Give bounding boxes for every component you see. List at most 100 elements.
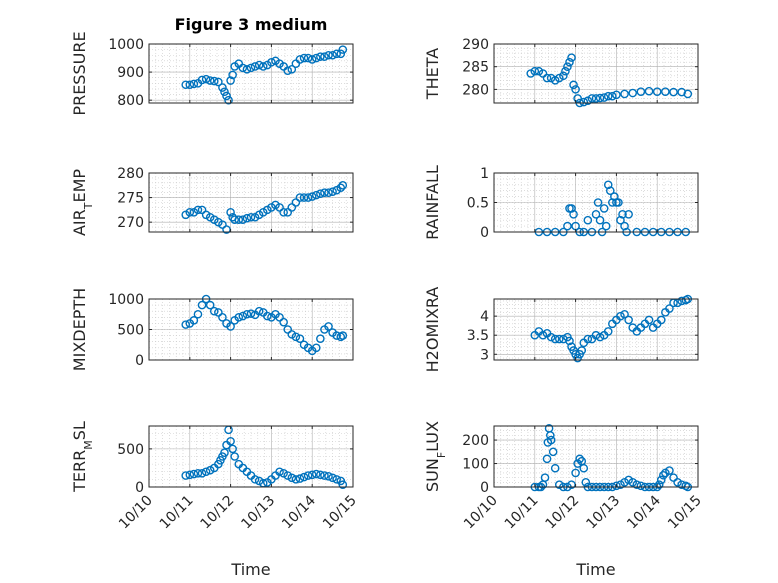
y-tick-label: 1 bbox=[480, 166, 489, 182]
data-point bbox=[581, 478, 591, 487]
axes-box bbox=[148, 43, 354, 104]
data-point bbox=[201, 74, 211, 84]
data-point bbox=[324, 322, 333, 331]
data-point bbox=[550, 334, 560, 344]
data-point bbox=[258, 62, 268, 71]
data-point bbox=[226, 322, 235, 331]
data-point bbox=[316, 334, 325, 343]
data-point bbox=[250, 475, 260, 484]
data-point bbox=[238, 63, 248, 73]
data-point bbox=[320, 188, 329, 197]
data-point bbox=[316, 470, 325, 480]
data-point bbox=[185, 208, 195, 217]
data-point bbox=[246, 309, 256, 318]
axes-box bbox=[493, 43, 699, 104]
subplot-h2omixra: 3 3.5 4 H2OMIXRA bbox=[423, 287, 699, 372]
data-point bbox=[618, 209, 627, 219]
data-point bbox=[279, 317, 288, 327]
data-point bbox=[316, 52, 325, 61]
data-point bbox=[616, 311, 625, 321]
y-tick-label: 285 bbox=[462, 60, 489, 76]
data-point bbox=[218, 83, 227, 92]
y-axis-label: TERRMSL bbox=[70, 421, 95, 493]
data-point bbox=[181, 471, 191, 480]
data-point bbox=[565, 336, 574, 346]
data-point bbox=[228, 444, 237, 454]
axes-box bbox=[493, 425, 699, 488]
data-point bbox=[624, 209, 633, 219]
data-point bbox=[569, 80, 578, 90]
y-tick-label: 3 bbox=[480, 347, 489, 363]
data-point bbox=[205, 300, 215, 310]
data-point bbox=[185, 80, 195, 90]
data-point bbox=[546, 431, 555, 440]
data-point bbox=[550, 463, 560, 473]
data-point bbox=[279, 208, 288, 217]
data-point bbox=[332, 475, 341, 484]
x-axis-title-right: Time bbox=[575, 560, 615, 579]
x-axis-labels: Time Time bbox=[230, 560, 615, 579]
data-point bbox=[593, 198, 603, 207]
data-point bbox=[311, 343, 321, 353]
data-point bbox=[299, 193, 309, 202]
data-point bbox=[328, 187, 337, 196]
data-point bbox=[316, 189, 325, 198]
data-point bbox=[189, 79, 199, 89]
data-point bbox=[181, 80, 191, 90]
data-point bbox=[548, 447, 558, 457]
y-tick-label: 800 bbox=[117, 93, 144, 109]
y-tick-label: 1000 bbox=[108, 37, 144, 53]
data-point bbox=[628, 88, 638, 98]
subplot-rainfall: 0 0.5 1 RAINFALL bbox=[423, 165, 699, 241]
data-point bbox=[565, 57, 574, 67]
axes-box bbox=[493, 298, 699, 361]
data-point bbox=[336, 49, 346, 59]
data-point bbox=[275, 467, 284, 477]
data-point bbox=[189, 316, 199, 325]
data-point bbox=[603, 91, 613, 101]
data-point bbox=[311, 469, 321, 479]
data-point bbox=[620, 89, 629, 99]
data-point bbox=[338, 180, 348, 190]
data-point bbox=[632, 480, 642, 489]
y-axis-label: THETA bbox=[423, 48, 442, 100]
data-point bbox=[571, 85, 580, 94]
data-point bbox=[573, 94, 582, 103]
data-point bbox=[189, 469, 199, 479]
data-point bbox=[575, 454, 584, 464]
data-point bbox=[287, 473, 297, 483]
data-point bbox=[683, 89, 693, 99]
data-point bbox=[599, 93, 609, 102]
data-point bbox=[267, 57, 276, 67]
data-point bbox=[295, 55, 305, 64]
data-point bbox=[328, 50, 337, 60]
data-point bbox=[595, 332, 605, 342]
data-point bbox=[283, 66, 293, 75]
data-point bbox=[295, 193, 305, 202]
data-point bbox=[644, 86, 654, 96]
data-point bbox=[336, 183, 346, 193]
data-point bbox=[665, 304, 674, 313]
data-point bbox=[242, 64, 252, 74]
data-point bbox=[220, 87, 229, 97]
grid bbox=[494, 172, 698, 233]
data-point bbox=[291, 475, 301, 484]
data-point bbox=[307, 192, 317, 201]
data-point bbox=[218, 312, 227, 322]
y-tick-label: 270 bbox=[117, 215, 144, 231]
data-point bbox=[665, 466, 674, 475]
data-point bbox=[644, 315, 654, 325]
data-point bbox=[595, 93, 605, 103]
y-tick-label: 500 bbox=[117, 442, 144, 458]
data-point bbox=[542, 454, 552, 464]
data-point bbox=[540, 473, 550, 482]
y-axis-label: SUNFLUX bbox=[423, 421, 448, 492]
data-point bbox=[230, 215, 239, 225]
data-point bbox=[201, 467, 211, 477]
data-point bbox=[320, 52, 329, 61]
data-point bbox=[620, 309, 629, 319]
data-point bbox=[295, 334, 305, 343]
x-axis-title-left: Time bbox=[230, 560, 270, 579]
y-axis-label: PRESSURE bbox=[70, 31, 89, 115]
